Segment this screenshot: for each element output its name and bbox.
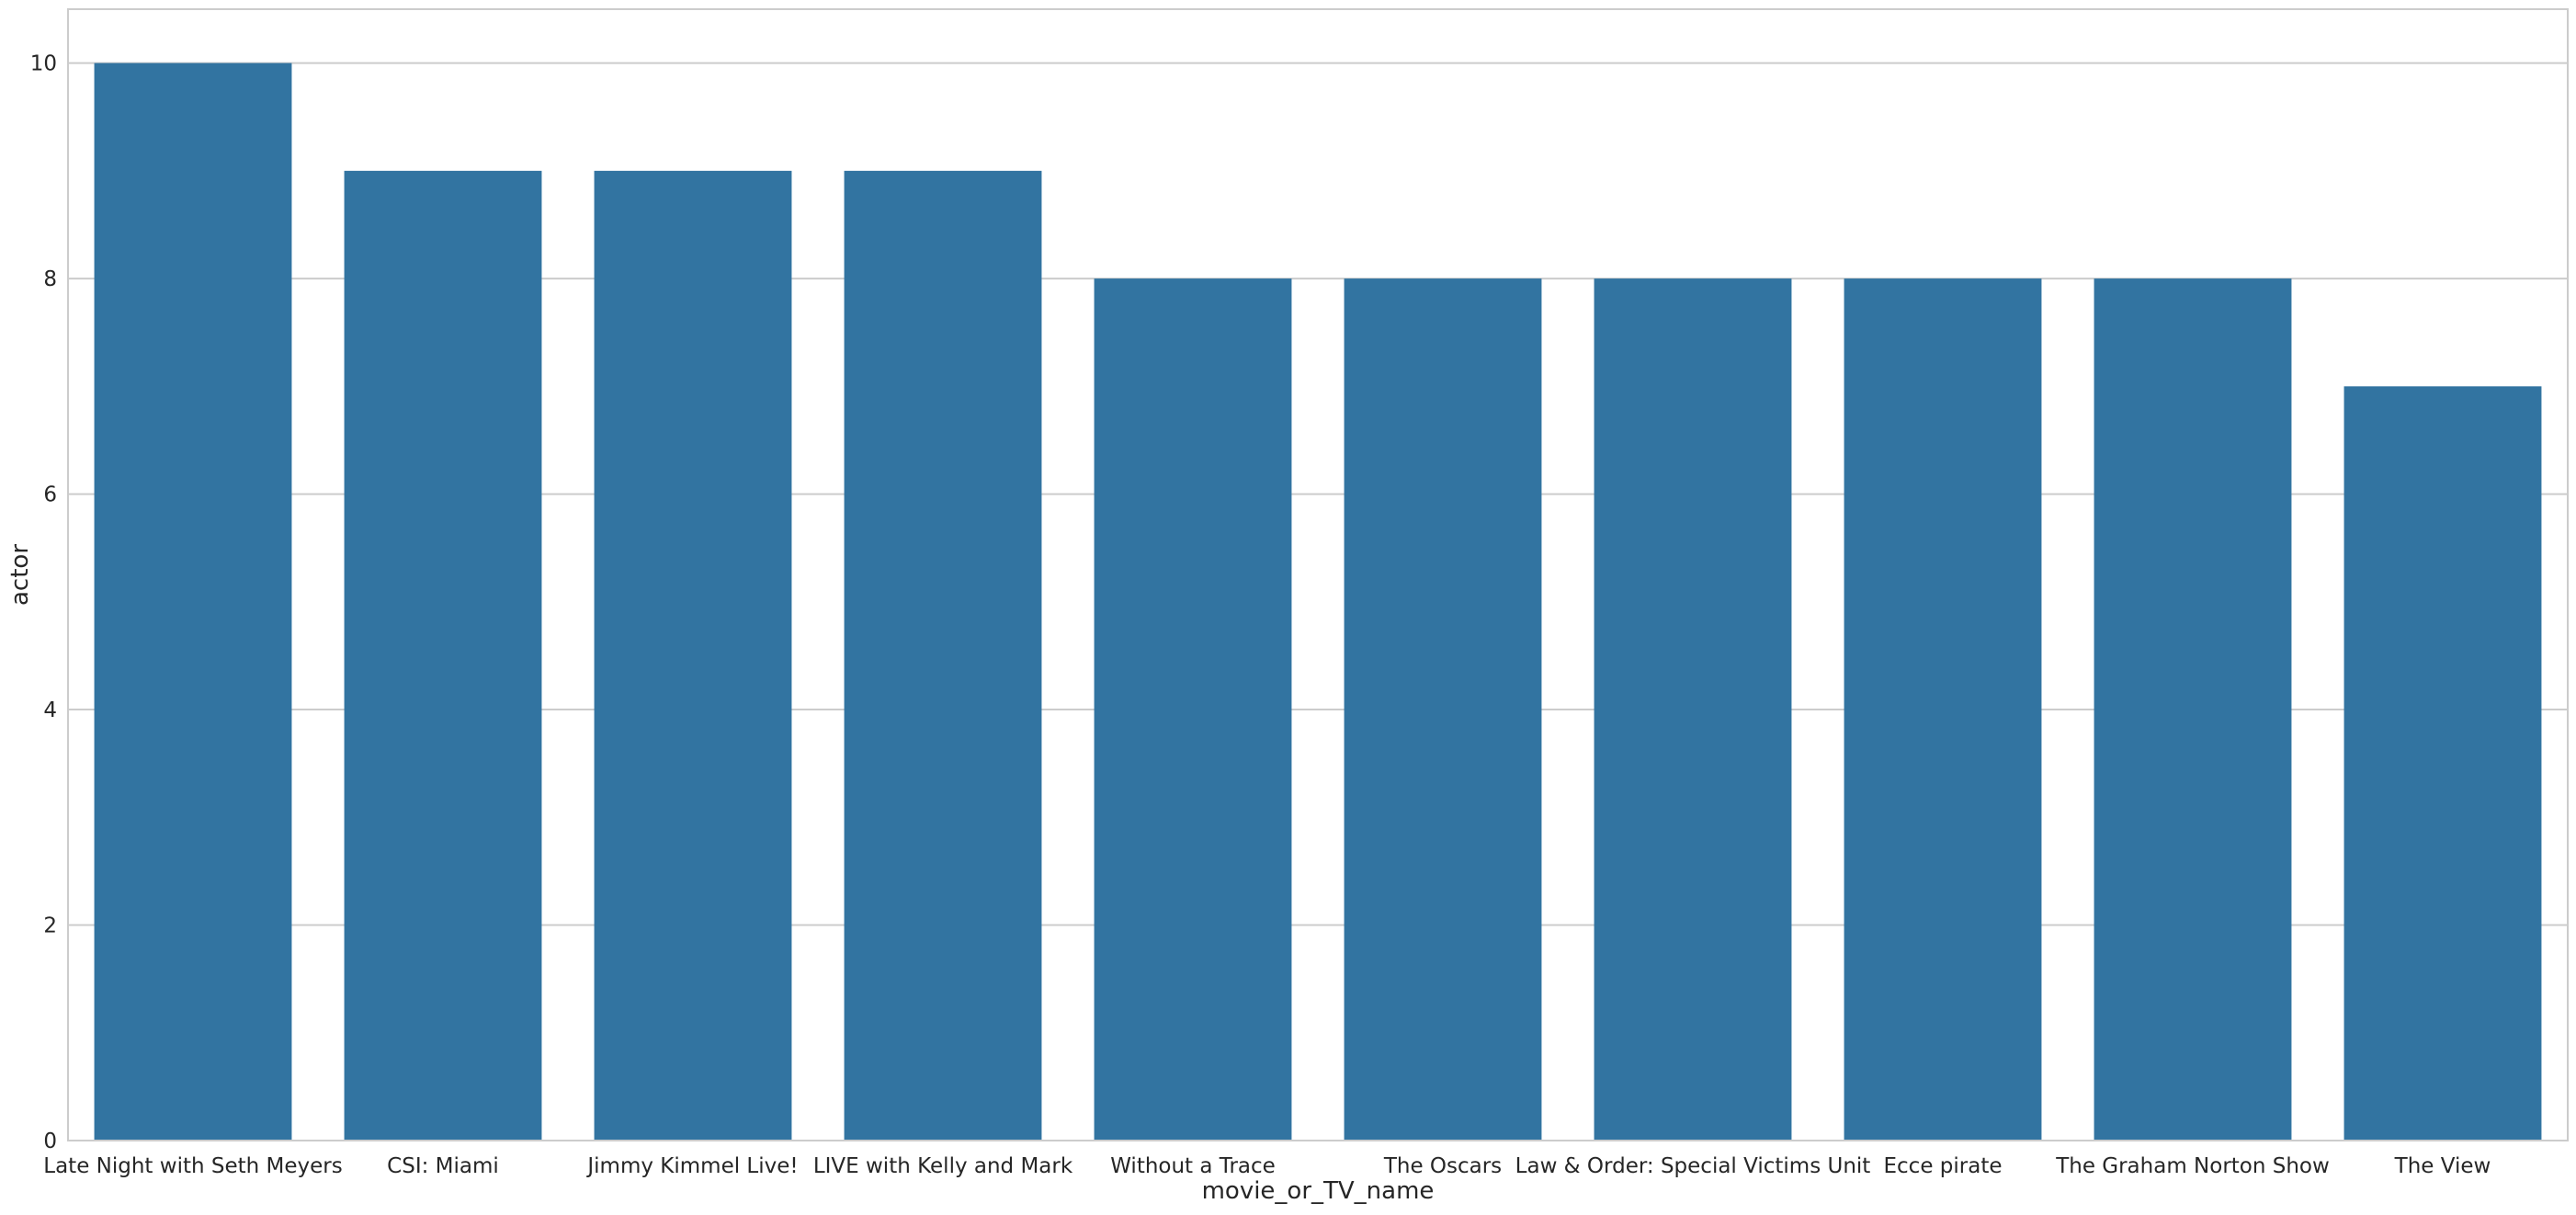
x-tick-label: Law & Order: Special Victims Unit bbox=[1515, 1154, 1871, 1178]
bar bbox=[344, 170, 542, 1141]
x-tick-label: Without a Trace bbox=[1110, 1154, 1276, 1178]
bar bbox=[94, 62, 292, 1141]
bar bbox=[2094, 278, 2292, 1141]
x-tick-label: The Oscars bbox=[1383, 1154, 1502, 1178]
x-tick-labels: Late Night with Seth Meyers CSI: Miami Jim… bbox=[43, 1154, 2491, 1178]
x-tick-label: Jimmy Kimmel Live! bbox=[585, 1154, 798, 1178]
y-tick-label: 0 bbox=[43, 1130, 57, 1153]
y-tick-label: 6 bbox=[43, 483, 57, 507]
bar bbox=[1594, 278, 1792, 1141]
x-tick-label: The Graham Norton Show bbox=[2055, 1154, 2330, 1178]
bar bbox=[594, 170, 792, 1141]
x-tick-label: Late Night with Seth Meyers bbox=[43, 1154, 342, 1178]
bars bbox=[94, 62, 2542, 1141]
x-axis-label: movie_or_TV_name bbox=[1202, 1177, 1435, 1205]
y-axis-label: actor bbox=[6, 544, 34, 606]
y-tick-label: 4 bbox=[43, 698, 57, 722]
bar bbox=[1844, 278, 2042, 1141]
y-tick-label: 2 bbox=[43, 914, 57, 938]
y-tick-label: 8 bbox=[43, 267, 57, 291]
x-tick-label: CSI: Miami bbox=[387, 1154, 499, 1178]
bar bbox=[2343, 386, 2542, 1141]
y-tick-labels: 0 2 4 6 8 10 bbox=[30, 52, 57, 1153]
bar bbox=[844, 170, 1042, 1141]
bar bbox=[1344, 278, 1542, 1141]
bar bbox=[1094, 278, 1292, 1141]
x-tick-label: LIVE with Kelly and Mark bbox=[813, 1154, 1073, 1178]
x-tick-label: The View bbox=[2394, 1154, 2491, 1178]
plot-frame bbox=[67, 8, 2569, 1141]
y-tick-label: 10 bbox=[30, 52, 57, 76]
x-tick-label: Ecce pirate bbox=[1884, 1154, 2003, 1178]
